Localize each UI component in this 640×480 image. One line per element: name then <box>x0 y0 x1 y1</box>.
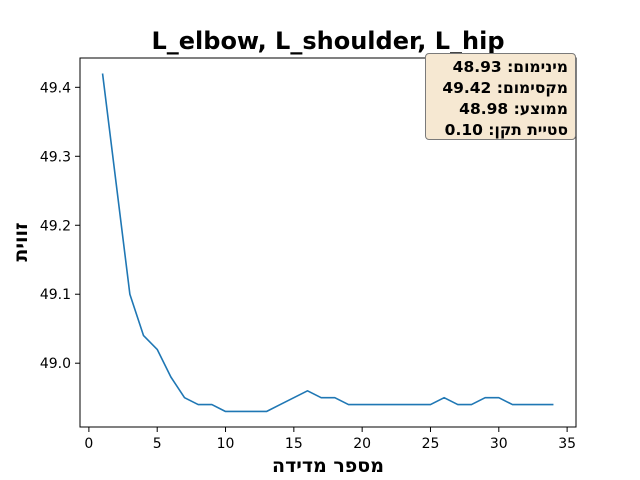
x-tick-label: 15 <box>285 436 303 452</box>
stats-std: סטיית תקן: 0.10 <box>444 121 568 139</box>
y-tick-label: 49.1 <box>40 287 71 303</box>
x-axis-ticks: 0 5 10 15 20 25 30 35 <box>84 427 576 452</box>
y-axis-ticks: 49.0 49.1 49.2 49.3 49.4 <box>40 80 80 372</box>
y-axis-label: זווית <box>10 222 32 261</box>
x-tick-label: 25 <box>422 436 440 452</box>
y-tick-label: 49.3 <box>40 149 71 165</box>
x-tick-label: 20 <box>353 436 371 452</box>
series-line <box>101 73 554 413</box>
plot-frame <box>79 57 577 428</box>
stats-box: מינימום: 48.93 מקסימום: 49.42 ממוצע: 48.… <box>425 53 576 140</box>
x-axis-label: מספר מדידה <box>272 455 384 477</box>
stats-min: מינימום: 48.93 <box>452 58 568 76</box>
y-tick-label: 49.4 <box>40 80 71 96</box>
x-tick-label: 35 <box>558 436 576 452</box>
x-tick-label: 5 <box>153 436 162 452</box>
x-tick-label: 0 <box>84 436 93 452</box>
y-tick-label: 49.2 <box>40 218 71 234</box>
chart-title: L_elbow, L_shoulder, L_hip <box>151 27 504 55</box>
y-tick-label: 49.0 <box>40 356 71 372</box>
x-tick-label: 10 <box>217 436 235 452</box>
stats-mean: ממוצע: 48.98 <box>459 100 568 118</box>
stats-max: מקסימום: 49.42 <box>442 79 568 97</box>
x-tick-label: 30 <box>490 436 508 452</box>
